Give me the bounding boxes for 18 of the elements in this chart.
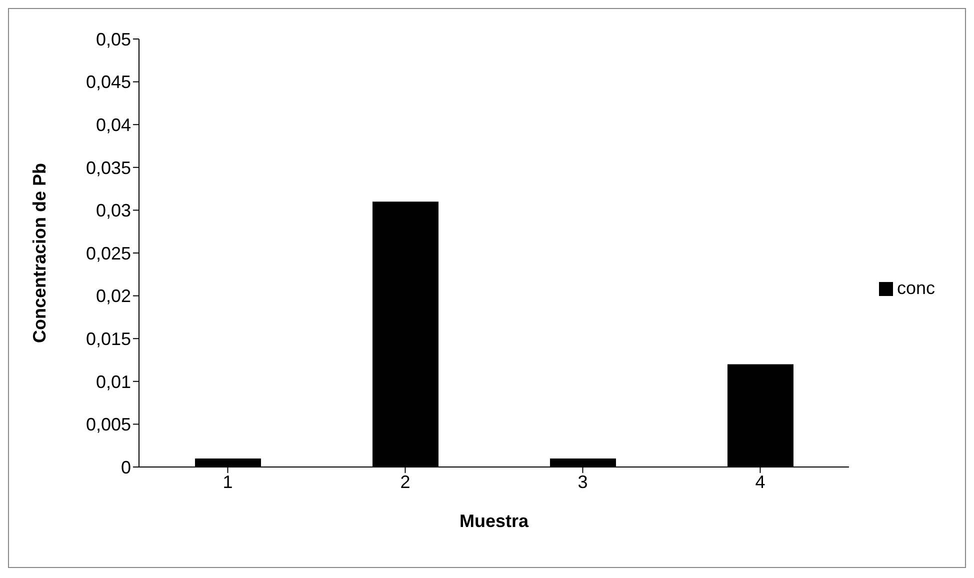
y-tick-label: 0 [120,457,131,478]
y-tick-label: 0,02 [96,286,131,306]
y-tick-label: 0,01 [96,372,131,392]
y-tick-label: 0,04 [96,114,131,135]
y-tick-label: 0,035 [86,158,131,178]
y-tick-label: 0,005 [86,414,131,435]
x-tick-label: 2 [400,472,410,492]
y-tick-label: 0,03 [96,200,131,221]
x-tick-label: 1 [222,472,233,492]
x-tick-label: 3 [578,472,588,492]
y-tick-label: 0,015 [86,328,131,349]
legend-label: conc [896,278,935,298]
x-tick-label: 4 [755,472,766,492]
y-tick-label: 0,05 [96,29,131,50]
y-tick-label: 0,045 [86,72,131,92]
x-axis-title: Muestra [459,511,530,531]
y-tick-label: 0,025 [86,243,131,264]
y-axis-title: Concentracion de Pb [29,162,50,344]
